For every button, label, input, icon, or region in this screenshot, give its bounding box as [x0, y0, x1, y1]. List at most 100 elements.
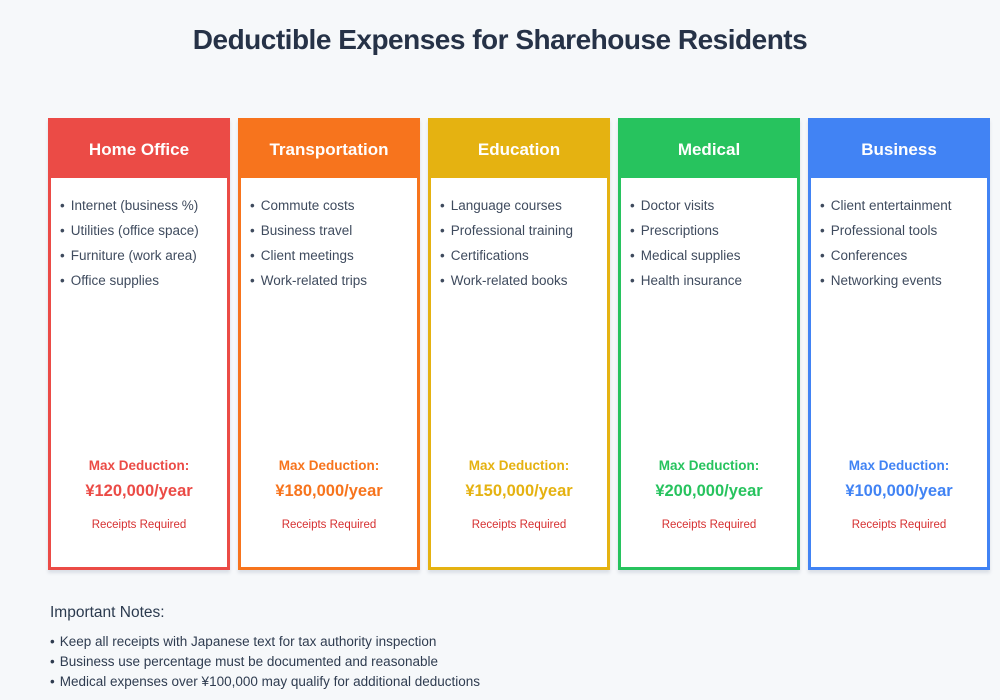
max-deduction-label: Max Deduction: [88, 458, 190, 473]
expense-item: • Work-related trips [250, 268, 411, 293]
note-item-text: Keep all receipts with Japanese text for… [59, 634, 437, 649]
expense-item: • Business travel [250, 218, 411, 243]
expense-list: • Internet (business %) • Utilities (offic… [51, 178, 227, 293]
expense-item-label: Medical supplies [640, 248, 741, 263]
expense-item: • Internet (business %) [60, 193, 221, 218]
max-deduction-amount: ¥120,000/year [85, 482, 193, 500]
expense-item-label: Professional tools [830, 223, 938, 238]
expense-item-label: Office supplies [70, 273, 160, 288]
card-title: Education [477, 139, 561, 159]
expense-item-label: Work-related trips [260, 273, 368, 288]
note-item: • Medical expenses over ¥100,000 may qual… [50, 672, 480, 692]
expense-item: • Office supplies [60, 268, 221, 293]
receipts-required-label: Receipts Required [851, 519, 947, 531]
expense-item-label: Health insurance [640, 273, 743, 288]
bullet-icon: • [60, 198, 65, 213]
max-deduction-amount: ¥100,000/year [845, 482, 953, 500]
expense-item: • Doctor visits [630, 193, 791, 218]
card-medical: Medical • Doctor visits • Prescriptions • M… [618, 118, 800, 570]
expense-item: • Networking events [820, 268, 981, 293]
bullet-icon: • [50, 674, 55, 689]
bullet-icon: • [50, 634, 55, 649]
max-deduction-label: Max Deduction: [658, 458, 760, 473]
card-header: Medical [621, 121, 797, 178]
expense-item: • Medical supplies [630, 243, 791, 268]
expense-item-label: Language courses [450, 198, 562, 213]
receipts-required-label: Receipts Required [661, 519, 757, 531]
max-deduction-block: Max Deduction: ¥150,000/year [431, 458, 607, 501]
card-header: Education [431, 121, 607, 178]
bullet-icon: • [630, 273, 635, 288]
expense-item-label: Professional training [450, 223, 574, 238]
note-item: • Keep all receipts with Japanese text fo… [50, 632, 480, 652]
expense-item: • Certifications [440, 243, 601, 268]
expense-item-label: Prescriptions [640, 223, 719, 238]
card-header: Transportation [241, 121, 417, 178]
max-deduction-amount: ¥180,000/year [275, 482, 383, 500]
expense-list: • Doctor visits • Prescriptions • Medical s… [621, 178, 797, 293]
expense-item-label: Client entertainment [830, 198, 952, 213]
bullet-icon: • [820, 273, 825, 288]
bullet-icon: • [820, 223, 825, 238]
max-deduction-block: Max Deduction: ¥200,000/year [621, 458, 797, 501]
expense-list: • Commute costs • Business travel • Client … [241, 178, 417, 293]
card-transportation: Transportation • Commute costs • Business … [238, 118, 420, 570]
bullet-icon: • [60, 273, 65, 288]
card-home-office: Home Office • Internet (business %) • Util… [48, 118, 230, 570]
bullet-icon: • [820, 248, 825, 263]
bullet-icon: • [250, 198, 255, 213]
expense-item-label: Utilities (office space) [70, 223, 199, 238]
expense-item: • Professional tools [820, 218, 981, 243]
expense-item-label: Furniture (work area) [70, 248, 197, 263]
expense-item: • Commute costs [250, 193, 411, 218]
card-title: Business [861, 139, 937, 159]
bullet-icon: • [250, 248, 255, 263]
bullet-icon: • [440, 223, 445, 238]
expense-item: • Furniture (work area) [60, 243, 221, 268]
expense-item-label: Networking events [830, 273, 942, 288]
expense-item-label: Certifications [450, 248, 529, 263]
expense-item: • Client meetings [250, 243, 411, 268]
card-header: Business [811, 121, 987, 178]
expense-item-label: Business travel [260, 223, 353, 238]
card-title: Medical [677, 139, 741, 159]
bullet-icon: • [440, 248, 445, 263]
max-deduction-amount: ¥150,000/year [465, 482, 573, 500]
card-header: Home Office [51, 121, 227, 178]
max-deduction-label: Max Deduction: [468, 458, 570, 473]
max-deduction-label: Max Deduction: [848, 458, 950, 473]
expense-item: • Client entertainment [820, 193, 981, 218]
max-deduction-block: Max Deduction: ¥180,000/year [241, 458, 417, 501]
expense-item-label: Doctor visits [640, 198, 715, 213]
bullet-icon: • [50, 654, 55, 669]
bullet-icon: • [60, 223, 65, 238]
max-deduction-block: Max Deduction: ¥100,000/year [811, 458, 987, 501]
expense-item: • Professional training [440, 218, 601, 243]
receipts-required-label: Receipts Required [281, 519, 377, 531]
expense-item-label: Conferences [830, 248, 908, 263]
expense-item: • Language courses [440, 193, 601, 218]
bullet-icon: • [250, 223, 255, 238]
receipts-required-label: Receipts Required [471, 519, 567, 531]
card-education: Education • Language courses • Professiona… [428, 118, 610, 570]
bullet-icon: • [820, 198, 825, 213]
bullet-icon: • [250, 273, 255, 288]
category-cards-row: Home Office • Internet (business %) • Util… [48, 118, 990, 570]
card-title: Transportation [269, 139, 389, 159]
bullet-icon: • [440, 273, 445, 288]
page-title: Deductible Expenses for Sharehouse Resid… [192, 24, 808, 55]
expense-item-label: Commute costs [260, 198, 355, 213]
expense-item-label: Client meetings [260, 248, 354, 263]
expense-item: • Utilities (office space) [60, 218, 221, 243]
note-item: • Business use percentage must be documen… [50, 652, 480, 672]
bullet-icon: • [630, 223, 635, 238]
max-deduction-amount: ¥200,000/year [655, 482, 763, 500]
note-item-text: Business use percentage must be document… [59, 654, 438, 669]
expense-item-label: Work-related books [450, 273, 568, 288]
expense-item: • Work-related books [440, 268, 601, 293]
bullet-icon: • [60, 248, 65, 263]
expense-list: • Language courses • Professional training… [431, 178, 607, 293]
notes-heading: Important Notes: [50, 604, 165, 621]
card-business: Business • Client entertainment • Professi… [808, 118, 990, 570]
expense-item: • Conferences [820, 243, 981, 268]
